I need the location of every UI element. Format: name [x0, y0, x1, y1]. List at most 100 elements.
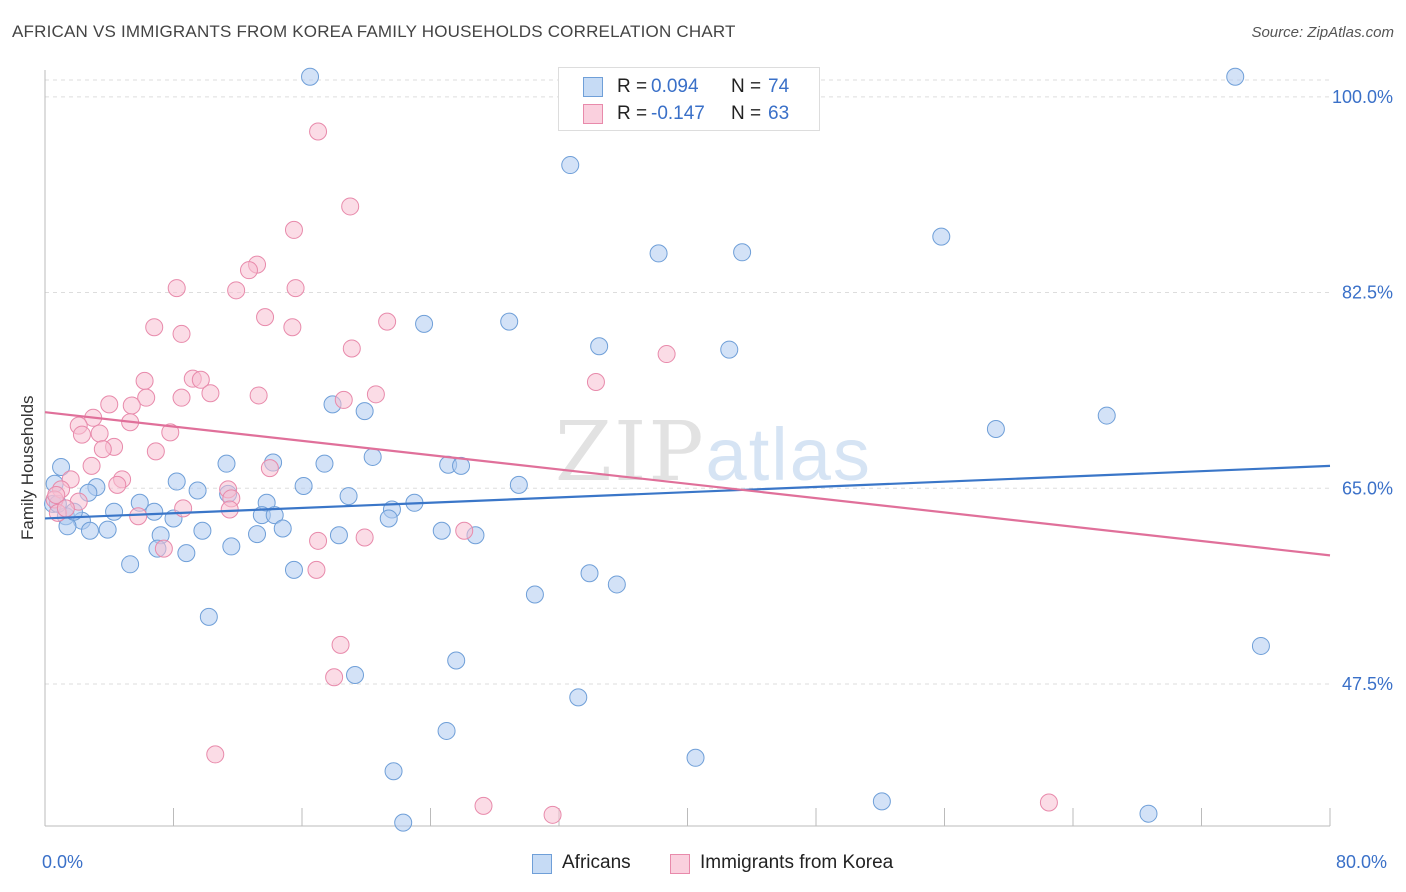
africans-point [1251, 636, 1270, 655]
korea-point [172, 324, 191, 343]
africans-point [105, 502, 124, 521]
africans-point [649, 244, 668, 263]
africans-point [248, 525, 267, 544]
y-tick-label: 82.5% [1342, 283, 1393, 303]
korea-point [172, 388, 191, 407]
korea-point [355, 528, 374, 547]
africans-point [1097, 406, 1116, 425]
correlation-legend: R = 0.094 N = 74 R = -0.147 N = 63 [558, 67, 820, 131]
korea-point [154, 539, 173, 558]
africans-point [686, 748, 705, 767]
africans-point [569, 688, 588, 707]
korea-point [220, 500, 239, 519]
korea-point [334, 390, 353, 409]
africans-point [872, 792, 891, 811]
africans-point [199, 607, 218, 626]
africans-point [339, 487, 358, 506]
korea-point [342, 339, 361, 358]
africans-point [500, 312, 519, 331]
chart-title: AFRICAN VS IMMIGRANTS FROM KOREA FAMILY … [12, 22, 736, 41]
korea-point [93, 440, 112, 459]
korea-point [90, 424, 109, 443]
africans-point [177, 544, 196, 563]
korea-point [146, 442, 165, 461]
africans-point [394, 813, 413, 832]
x-tick-label-max: 80.0% [1336, 852, 1388, 872]
africans-point [98, 520, 117, 539]
korea-point [227, 281, 246, 300]
korea-point [135, 371, 154, 390]
africans-point [301, 67, 320, 86]
africans-point [447, 651, 466, 670]
korea-point [543, 805, 562, 824]
africans-point [986, 419, 1005, 438]
africans-point [294, 477, 313, 496]
korea-point [325, 668, 344, 687]
korea-point [108, 475, 127, 494]
n-label: N = [731, 76, 762, 97]
africans-point [363, 447, 382, 466]
africans-point [273, 519, 292, 538]
africans-point [607, 575, 626, 594]
africans-point [415, 314, 434, 333]
africans-point [432, 521, 451, 540]
africans-point [437, 721, 456, 740]
korea-point [260, 459, 279, 478]
watermark-atlas: atlas [705, 413, 872, 496]
africans-point [52, 458, 71, 477]
africans-point [193, 521, 212, 540]
africans-point [580, 564, 599, 583]
korea-point [586, 373, 605, 392]
korea-point [657, 345, 676, 364]
korea-point [455, 521, 474, 540]
watermark-zip: ZIP [555, 405, 706, 500]
korea-point [239, 261, 258, 280]
korea-swatch [583, 104, 603, 124]
africans-point [346, 666, 365, 685]
korea-n-value: 63 [768, 103, 790, 124]
source-note: Source: ZipAtlas.com [1251, 24, 1394, 41]
y-axis-label: Family Households [18, 395, 37, 540]
africans-point [167, 472, 186, 491]
africans-point [590, 337, 609, 356]
korea-point [309, 531, 328, 550]
korea-legend-swatch [670, 854, 690, 874]
africans-point [265, 506, 284, 525]
korea-point [56, 499, 75, 518]
africans-point [379, 509, 398, 528]
korea-point [284, 220, 303, 239]
africans-point [525, 585, 544, 604]
africans-point [1226, 67, 1245, 86]
korea-point [283, 318, 302, 337]
r-label: R = [617, 76, 648, 97]
korea-point [309, 122, 328, 141]
y-tick-label: 47.5% [1342, 674, 1393, 694]
africans-r-value: 0.094 [651, 76, 699, 97]
korea-legend-label: Immigrants from Korea [700, 852, 894, 873]
africans-point [145, 502, 164, 521]
korea-point [72, 425, 91, 444]
korea-point [129, 507, 148, 526]
korea-point [378, 312, 397, 331]
africans-point [188, 481, 207, 500]
africans-point [932, 227, 951, 246]
africans-point [315, 454, 334, 473]
korea-point [341, 197, 360, 216]
korea-point [167, 279, 186, 298]
africans-legend-swatch [532, 854, 552, 874]
korea-point [331, 635, 350, 654]
africans-point [509, 475, 528, 494]
africans-point [452, 456, 471, 475]
africans-swatch [583, 77, 603, 97]
korea-point [307, 560, 326, 579]
x-tick-label-min: 0.0% [42, 852, 84, 872]
africans-point [121, 555, 140, 574]
korea-point [122, 396, 141, 415]
africans-point [384, 762, 403, 781]
korea-point [47, 485, 66, 504]
africans-point [222, 537, 241, 556]
korea-point [256, 308, 275, 327]
africans-point [720, 340, 739, 359]
africans-point [733, 243, 752, 262]
